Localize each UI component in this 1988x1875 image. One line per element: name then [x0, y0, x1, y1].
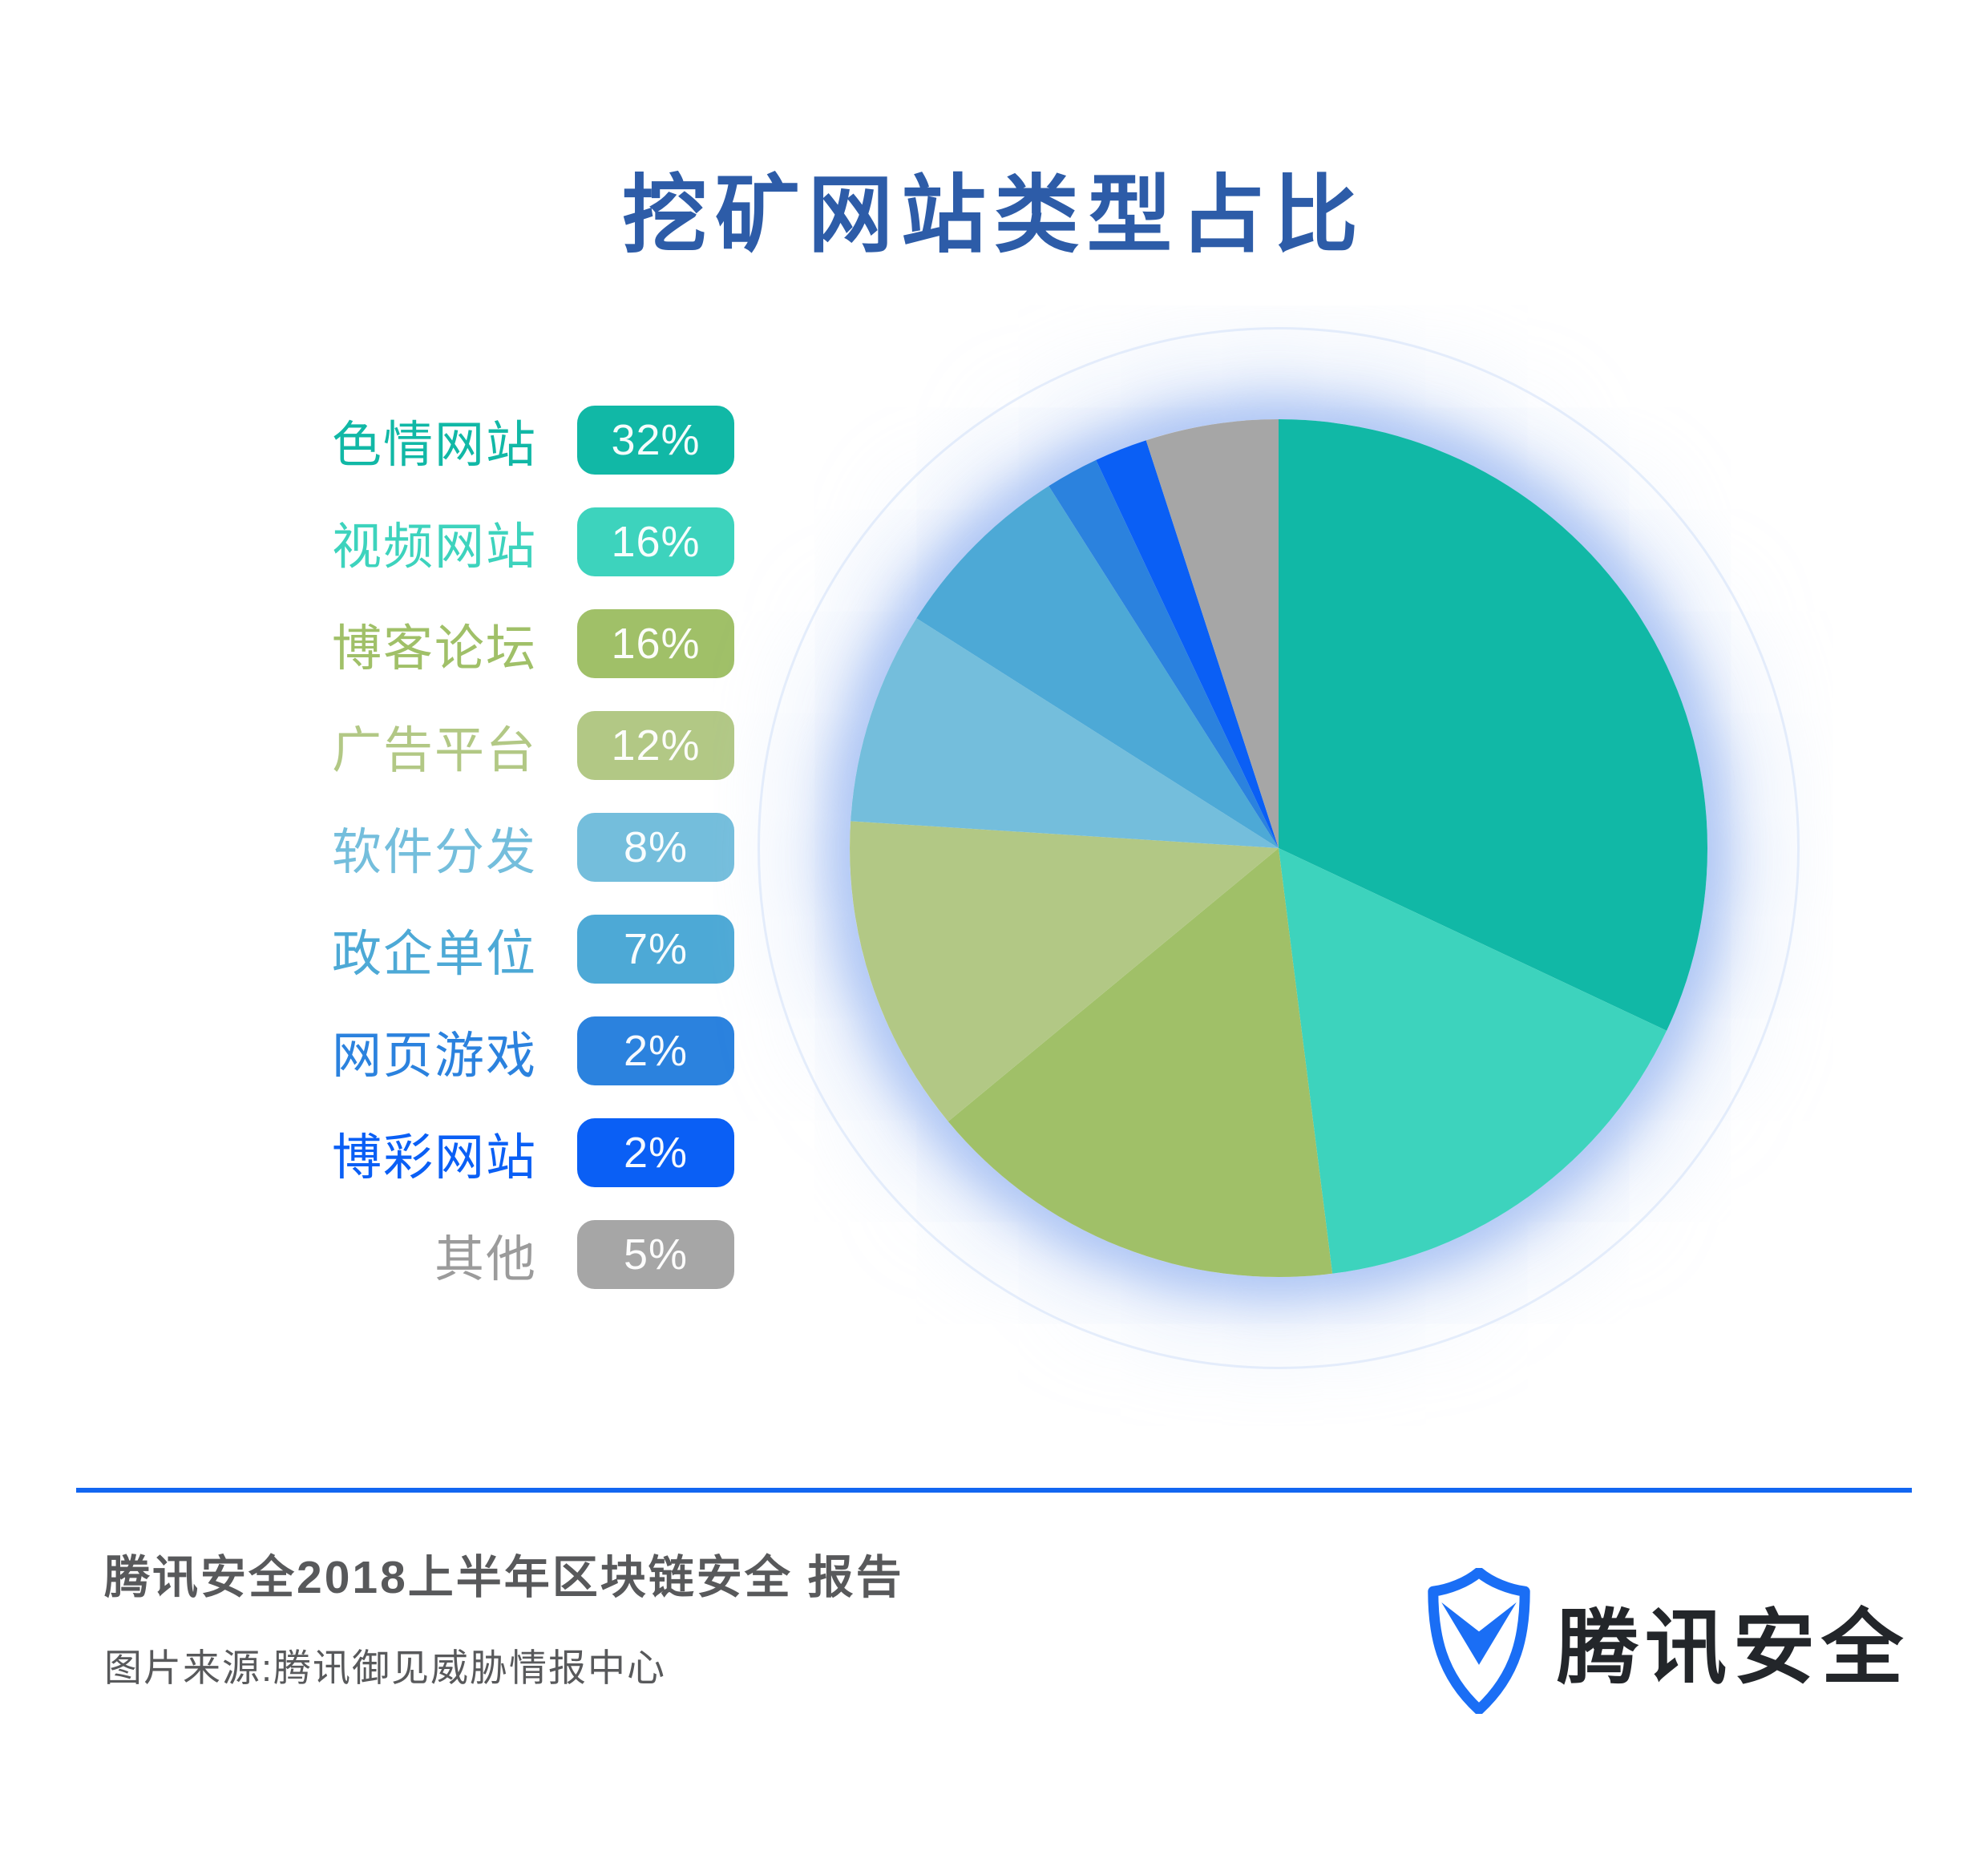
pie-slice-1: [1279, 419, 1708, 1031]
pie-slice-5: [851, 618, 1279, 848]
legend-item-5: 软件分发 8%: [311, 813, 734, 882]
pie-legend: 色情网站 32% 视频网站 16% 博客论坛 16% 广告平台 12% 软件分发 8% 政企单位 7%…: [311, 406, 734, 1322]
page-title: 挖矿网站类型占比: [622, 168, 1366, 263]
pie-slice-8: [1096, 440, 1279, 848]
pie-slice-4: [850, 821, 1279, 1121]
legend-item-9: 其他 5%: [311, 1220, 734, 1289]
legend-item-2: 视频网站 16%: [311, 507, 734, 576]
image-source-text: 图片来源:腾讯御见威胁情报中心: [104, 1647, 667, 1689]
legend-label: 政企单位: [331, 927, 537, 982]
legend-label: 软件分发: [331, 825, 537, 880]
legend-value-badge: 32%: [577, 406, 734, 475]
legend-label: 色情网站: [331, 418, 537, 473]
pie-slice-7: [1049, 459, 1279, 848]
pie-slice-2: [1279, 848, 1667, 1274]
legend-item-1: 色情网站 32%: [311, 406, 734, 475]
legend-label: 广告平台: [331, 723, 537, 778]
legend-label: 其他: [434, 1232, 537, 1287]
footer-divider-line: [76, 1488, 1912, 1493]
pie-slice-9: [1146, 419, 1279, 848]
legend-item-6: 政企单位 7%: [311, 915, 734, 984]
pie-slice-3: [948, 848, 1333, 1278]
report-title: 腾讯安全2018上半年区块链安全 报告: [104, 1552, 904, 1603]
legend-value-badge: 8%: [577, 813, 734, 882]
legend-item-8: 博彩网站 2%: [311, 1118, 734, 1187]
brand-name-text: 腾讯安全: [1557, 1602, 1909, 1694]
legend-value-badge: 7%: [577, 915, 734, 984]
legend-value-badge: 5%: [577, 1220, 734, 1289]
pie-outer-ring: [758, 327, 1800, 1369]
legend-value-badge: 2%: [577, 1118, 734, 1187]
legend-item-4: 广告平台 12%: [311, 711, 734, 780]
pie-chart: [850, 419, 1708, 1278]
legend-label: 博彩网站: [331, 1130, 537, 1186]
tencent-security-logo: 腾讯安全: [1427, 1565, 1909, 1717]
legend-value-badge: 2%: [577, 1016, 734, 1085]
legend-value-badge: 12%: [577, 711, 734, 780]
legend-label: 视频网站: [331, 519, 537, 575]
pie-slice-6: [916, 486, 1279, 848]
legend-value-badge: 16%: [577, 507, 734, 576]
legend-label: 网页游戏: [331, 1028, 537, 1084]
legend-value-badge: 16%: [577, 609, 734, 678]
shield-check-icon: [1428, 1568, 1530, 1714]
legend-item-3: 博客论坛 16%: [311, 609, 734, 678]
legend-label: 博客论坛: [331, 621, 537, 677]
legend-item-7: 网页游戏 2%: [311, 1016, 734, 1085]
shield-checkmark: [1441, 1602, 1517, 1665]
